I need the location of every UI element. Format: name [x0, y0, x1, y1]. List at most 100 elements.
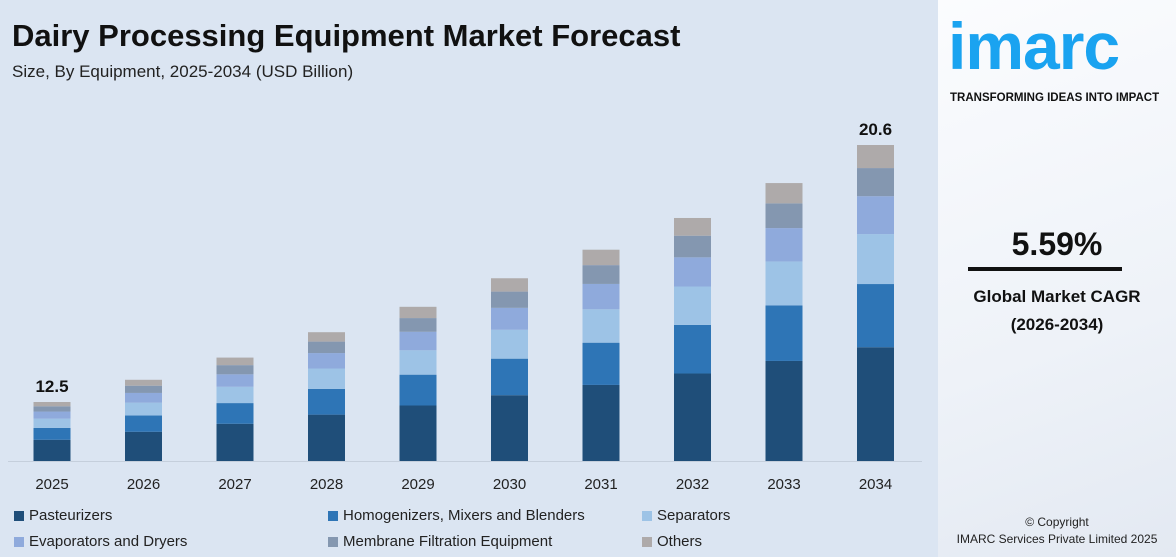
bar-segment-others [582, 249, 620, 266]
copyright-company: IMARC Services Private Limited 2025 [956, 532, 1158, 546]
divider [968, 267, 1122, 271]
bar-segment-separators [674, 286, 711, 325]
copyright: © Copyright [1025, 515, 1089, 529]
bar-segment-homogenizers-mixers-and-blenders [765, 305, 803, 361]
legend-swatch [328, 510, 338, 521]
bar-segment-pasteurizers [582, 384, 620, 461]
bar-segment-separators [491, 329, 528, 359]
cagr-label: Global Market CAGR [973, 287, 1141, 306]
bar-segment-separators [308, 368, 345, 389]
bar-segment-separators [857, 234, 894, 285]
legend-swatch [14, 510, 24, 521]
bar-segment-evaporators-and-dryers [33, 411, 71, 419]
bar-segment-others [216, 357, 254, 366]
legend-item: Pasteurizers [14, 507, 112, 524]
bar-segment-pasteurizers [216, 423, 254, 461]
x-tick-label: 2028 [310, 476, 343, 493]
bar-segment-others [857, 145, 894, 169]
x-tick-label: 2026 [127, 476, 160, 493]
legend-swatch [642, 536, 652, 547]
bar-segment-membrane-filtration-equipment [491, 291, 528, 308]
brand-panel: imarc TRANSFORMING IDEAS INTO IMPACT 5.5… [938, 0, 1176, 557]
legend-swatch [642, 510, 652, 521]
bar-segment-pasteurizers [125, 431, 162, 461]
bar-segment-pasteurizers [491, 395, 528, 461]
bar-segment-membrane-filtration-equipment [582, 265, 620, 284]
legend-item: Evaporators and Dryers [14, 533, 187, 550]
bar-segment-homogenizers-mixers-and-blenders [216, 403, 254, 424]
bar-segment-homogenizers-mixers-and-blenders [33, 427, 71, 440]
bar-segment-pasteurizers [33, 439, 71, 461]
data-label: 20.6 [859, 120, 892, 139]
chart-title: Dairy Processing Equipment Market Foreca… [12, 18, 681, 53]
bar-segment-membrane-filtration-equipment [857, 168, 894, 197]
bar-segment-evaporators-and-dryers [399, 331, 437, 351]
tagline: TRANSFORMING IDEAS INTO IMPACT [950, 92, 1160, 104]
bar-segment-evaporators-and-dryers [765, 228, 803, 262]
bar-segment-homogenizers-mixers-and-blenders [857, 284, 894, 348]
bar-segment-others [33, 402, 71, 407]
bar-segment-membrane-filtration-equipment [216, 365, 254, 375]
bar-segment-membrane-filtration-equipment [125, 385, 162, 393]
x-tick-label: 2029 [401, 476, 434, 493]
bar-segment-homogenizers-mixers-and-blenders [582, 342, 620, 385]
bar-segment-evaporators-and-dryers [491, 307, 528, 330]
legend-label: Homogenizers, Mixers and Blenders [343, 507, 585, 524]
legend-swatch [14, 536, 24, 547]
bar-segment-homogenizers-mixers-and-blenders [399, 374, 437, 406]
bar-segment-homogenizers-mixers-and-blenders [308, 388, 345, 415]
bar-segment-separators [582, 309, 620, 343]
x-tick-label: 2034 [859, 476, 892, 493]
legend-item: Homogenizers, Mixers and Blenders [328, 507, 585, 524]
bar-segment-pasteurizers [399, 405, 437, 461]
data-label: 12.5 [35, 377, 68, 396]
bar-segment-others [399, 306, 437, 319]
bar-segment-others [765, 183, 803, 204]
legend-label: Separators [657, 507, 731, 524]
bar-segment-membrane-filtration-equipment [674, 235, 711, 258]
bar-segment-membrane-filtration-equipment [33, 406, 71, 412]
x-tick-label: 2033 [767, 476, 800, 493]
bar-segment-others [674, 217, 711, 236]
legend-label: Pasteurizers [29, 507, 113, 524]
bar-segment-separators [216, 386, 254, 404]
legend-label: Membrane Filtration Equipment [343, 533, 553, 550]
imarc-logo: imarc [948, 9, 1120, 83]
bar-segment-evaporators-and-dryers [674, 257, 711, 287]
legend-item: Others [642, 533, 702, 550]
legend-label: Others [657, 533, 703, 550]
x-tick-label: 2025 [35, 476, 68, 493]
legend-swatch [328, 536, 338, 547]
x-tick-label: 2031 [584, 476, 617, 493]
bar-segment-membrane-filtration-equipment [765, 203, 803, 229]
bar-segment-pasteurizers [308, 414, 345, 461]
legend-item: Membrane Filtration Equipment [328, 533, 552, 550]
bar-segment-evaporators-and-dryers [216, 374, 254, 387]
x-tick-label: 2027 [218, 476, 251, 493]
bar-segment-separators [765, 261, 803, 306]
bar-segment-homogenizers-mixers-and-blenders [491, 358, 528, 396]
bar-segment-others [491, 278, 528, 292]
bar-segment-separators [125, 402, 162, 416]
bar-segment-evaporators-and-dryers [857, 196, 894, 235]
bar-segment-evaporators-and-dryers [308, 353, 345, 369]
bar-segment-pasteurizers [674, 373, 711, 461]
bar-segment-others [125, 379, 162, 386]
bar-segment-membrane-filtration-equipment [399, 318, 437, 332]
chart-subtitle: Size, By Equipment, 2025-2034 (USD Billi… [12, 62, 354, 81]
bar-segment-evaporators-and-dryers [582, 283, 620, 310]
cagr-period: (2026-2034) [1010, 315, 1104, 334]
bar-segment-homogenizers-mixers-and-blenders [125, 415, 162, 432]
legend-item: Separators [642, 507, 730, 524]
cagr-value: 5.59% [1011, 226, 1103, 262]
bar-segment-evaporators-and-dryers [125, 392, 162, 403]
bar-segment-separators [33, 418, 71, 428]
stacked-bar-chart: 2025 12.5 2026 2027 2028 2029 2030 2031 2032 2033… [8, 120, 922, 493]
x-tick-label: 2032 [676, 476, 709, 493]
x-tick-label: 2030 [493, 476, 526, 493]
bar-segment-separators [399, 350, 437, 375]
chart-panel: Dairy Processing Equipment Market Foreca… [8, 18, 922, 550]
bar-segment-homogenizers-mixers-and-blenders [674, 324, 711, 374]
bar-segment-pasteurizers [857, 347, 894, 461]
bar-segment-pasteurizers [765, 360, 803, 461]
